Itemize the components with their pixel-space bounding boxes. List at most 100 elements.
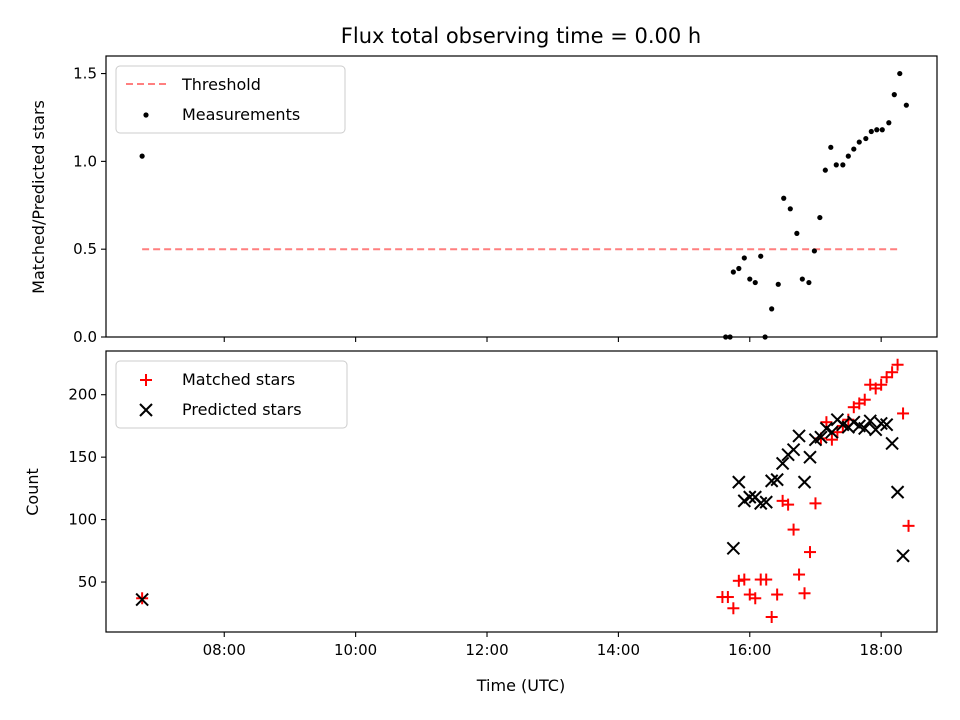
matched-stars-point xyxy=(732,574,745,587)
predicted-stars-point xyxy=(814,430,828,444)
bottom-y-tick-label: 100 xyxy=(68,511,97,529)
measurement-point xyxy=(817,214,823,221)
measurement-point xyxy=(730,269,736,275)
bottom-y-tick-label: 150 xyxy=(68,448,97,466)
measurement-point xyxy=(828,144,834,150)
matched-stars-point xyxy=(798,587,811,600)
top-y-tick-label: 1.0 xyxy=(73,152,97,170)
predicted-stars-point xyxy=(743,490,757,504)
bottom-x-tick-label: 12:00 xyxy=(465,641,508,659)
top-plot-area: 0.0 0.5 1.0 1.5 xyxy=(73,55,938,346)
bottom-y-axis-label: Count xyxy=(23,468,42,516)
measurement-point xyxy=(868,128,874,135)
measurement-point xyxy=(874,127,880,133)
measurement-point xyxy=(897,70,903,77)
measurement-point xyxy=(781,195,787,201)
measurement-point xyxy=(747,276,753,282)
matched-stars-point xyxy=(875,378,888,391)
measurement-point xyxy=(879,127,885,133)
measurement-point xyxy=(787,206,793,212)
top-legend: Threshold Measurements xyxy=(115,65,346,134)
measurement-point xyxy=(762,334,768,340)
matched-stars-point xyxy=(886,366,899,379)
measurement-point xyxy=(856,139,862,145)
predicted-stars-point xyxy=(726,541,741,556)
measurement-point xyxy=(886,120,892,126)
bottom-x-tick-label: 08:00 xyxy=(203,641,246,659)
top-y-tick-label: 1.5 xyxy=(73,65,97,83)
matched-stars-point xyxy=(793,568,806,581)
measurement-point xyxy=(769,306,775,312)
measurement-point xyxy=(851,146,857,152)
measurement-point xyxy=(723,334,729,340)
matched-stars-point xyxy=(803,546,816,559)
predicted-stars-point xyxy=(863,414,877,428)
matched-stars-point xyxy=(831,426,844,439)
bottom-plot-frame xyxy=(105,350,938,633)
bottom-plot-area: 50 100 150 200 08:00 10:00 12:00 14:00 16:00 18:0… xyxy=(68,350,938,659)
predicted-stars-point xyxy=(896,549,910,563)
top-chart-title: Flux total observing time = 0.00 h xyxy=(341,24,701,48)
predicted-stars-point xyxy=(732,475,746,489)
top-y-tick-label: 0.0 xyxy=(73,328,97,346)
measurement-point xyxy=(806,279,812,286)
legend-predicted-marker xyxy=(139,403,153,417)
matched-stars-point xyxy=(825,433,838,446)
predicted-stars-point xyxy=(786,442,801,457)
measurement-point xyxy=(758,253,764,259)
matched-stars-point xyxy=(721,591,734,604)
predicted-stars-point xyxy=(803,450,817,464)
matched-stars-point xyxy=(891,358,904,371)
top-plot-frame xyxy=(105,55,938,338)
legend-matched-marker xyxy=(140,374,152,386)
measurement-point xyxy=(822,167,828,173)
bottom-x-tick-label: 18:00 xyxy=(860,641,903,659)
predicted-stars-point xyxy=(135,592,149,607)
legend-matched-label: Matched stars xyxy=(182,370,295,389)
bottom-x-tick-label: 16:00 xyxy=(728,641,771,659)
legend-measurements-marker xyxy=(143,112,149,118)
top-y-tick-label: 0.5 xyxy=(73,240,97,258)
predicted-stars-point xyxy=(825,425,839,439)
measurement-point xyxy=(845,153,851,159)
matched-stars-point xyxy=(809,497,822,510)
predicted-stars-point xyxy=(879,417,894,432)
measurement-point xyxy=(840,162,846,168)
measurement-point xyxy=(833,162,839,168)
matched-stars-point xyxy=(765,611,778,624)
matched-stars-point xyxy=(771,588,784,601)
predicted-stars-point xyxy=(885,436,899,451)
predicted-stars-point xyxy=(797,475,812,489)
bottom-x-axis-label: Time (UTC) xyxy=(476,676,565,695)
measurement-point xyxy=(903,102,909,108)
matched-stars-point xyxy=(787,523,800,536)
bottom-legend-box xyxy=(115,360,348,429)
predicted-stars-point xyxy=(792,429,806,443)
matched-stars-point xyxy=(749,592,762,605)
bottom-x-tick-label: 10:00 xyxy=(334,641,377,659)
legend-threshold-label: Threshold xyxy=(181,75,261,94)
measurement-point xyxy=(741,255,747,261)
predicted-stars-point xyxy=(890,485,905,499)
matched-stars-point xyxy=(760,573,773,586)
measurement-point xyxy=(794,230,800,236)
measurement-point xyxy=(799,276,805,282)
predicted-stars-point xyxy=(858,421,872,436)
bottom-y-tick-label: 200 xyxy=(68,386,97,404)
measurement-point xyxy=(811,248,817,254)
legend-measurements-label: Measurements xyxy=(182,105,300,124)
measurement-point xyxy=(727,334,733,340)
predicted-stars-point xyxy=(759,495,773,509)
bottom-x-tick-label: 14:00 xyxy=(597,641,640,659)
measurement-point xyxy=(775,281,781,287)
bottom-y-tick-label: 50 xyxy=(78,573,97,591)
top-y-axis-label: Matched/Predicted stars xyxy=(29,100,48,294)
matched-stars-point xyxy=(858,393,871,406)
measurement-point xyxy=(139,153,145,159)
matched-stars-point xyxy=(902,519,915,532)
matched-stars-point xyxy=(738,573,751,586)
matched-stars-point xyxy=(897,407,910,420)
predicted-stars-point xyxy=(775,456,790,471)
